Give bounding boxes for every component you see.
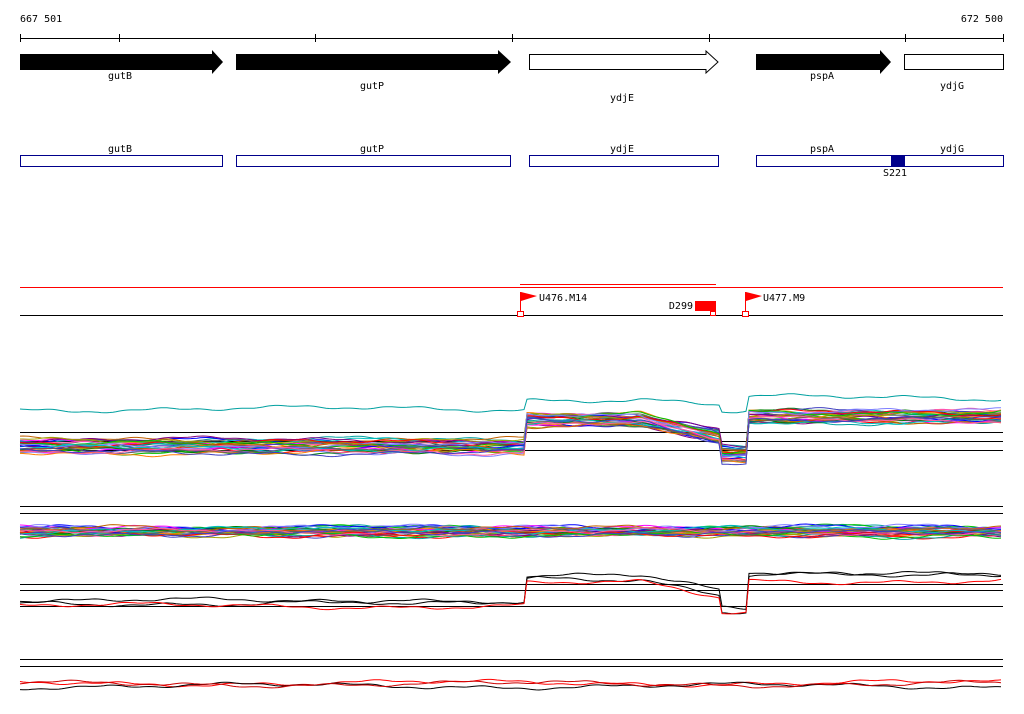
trace (19, 678, 1002, 688)
trace (19, 393, 1002, 414)
ruler-start: 667 501 (20, 14, 62, 25)
feature-label: ydjE (610, 144, 634, 155)
ruler (20, 34, 1004, 42)
trace (19, 681, 1002, 691)
feature-label: pspA (810, 144, 834, 155)
trace (19, 578, 1002, 615)
feature-label: gutB (108, 144, 132, 155)
marker-label: U477.M9 (763, 293, 805, 304)
trace (19, 527, 1002, 537)
feature-label: ydjG (940, 144, 964, 155)
gene-box (904, 54, 1004, 70)
site-mark (891, 155, 905, 167)
trace (19, 526, 1002, 536)
trace (19, 528, 1002, 538)
gene-arrow (529, 49, 719, 75)
gene-label: pspA (810, 71, 834, 82)
ruler-end: 672 500 (961, 14, 1003, 25)
gene-label: gutP (360, 81, 384, 92)
gene-label: gutB (108, 71, 132, 82)
marker-label: U476.M14 (539, 293, 587, 304)
trace (19, 407, 1001, 458)
trace (19, 570, 1002, 615)
trace (19, 415, 1001, 461)
site-label: S221 (883, 168, 907, 179)
trace (19, 679, 1002, 689)
track-baselines (20, 432, 1003, 667)
marker-label: D299 (669, 301, 693, 312)
gene-label: ydjG (940, 81, 964, 92)
marker-track (20, 284, 1003, 317)
signal-traces (19, 393, 1002, 691)
gene-arrow (756, 50, 891, 74)
feature-label: gutP (360, 144, 384, 155)
gene-label: ydjE (610, 93, 634, 104)
trace (19, 415, 1002, 466)
feature-boxes (20, 155, 1004, 167)
trace (19, 525, 1002, 535)
gene-arrow (20, 50, 223, 74)
trace (20, 409, 1002, 454)
gene-arrow (236, 50, 511, 74)
